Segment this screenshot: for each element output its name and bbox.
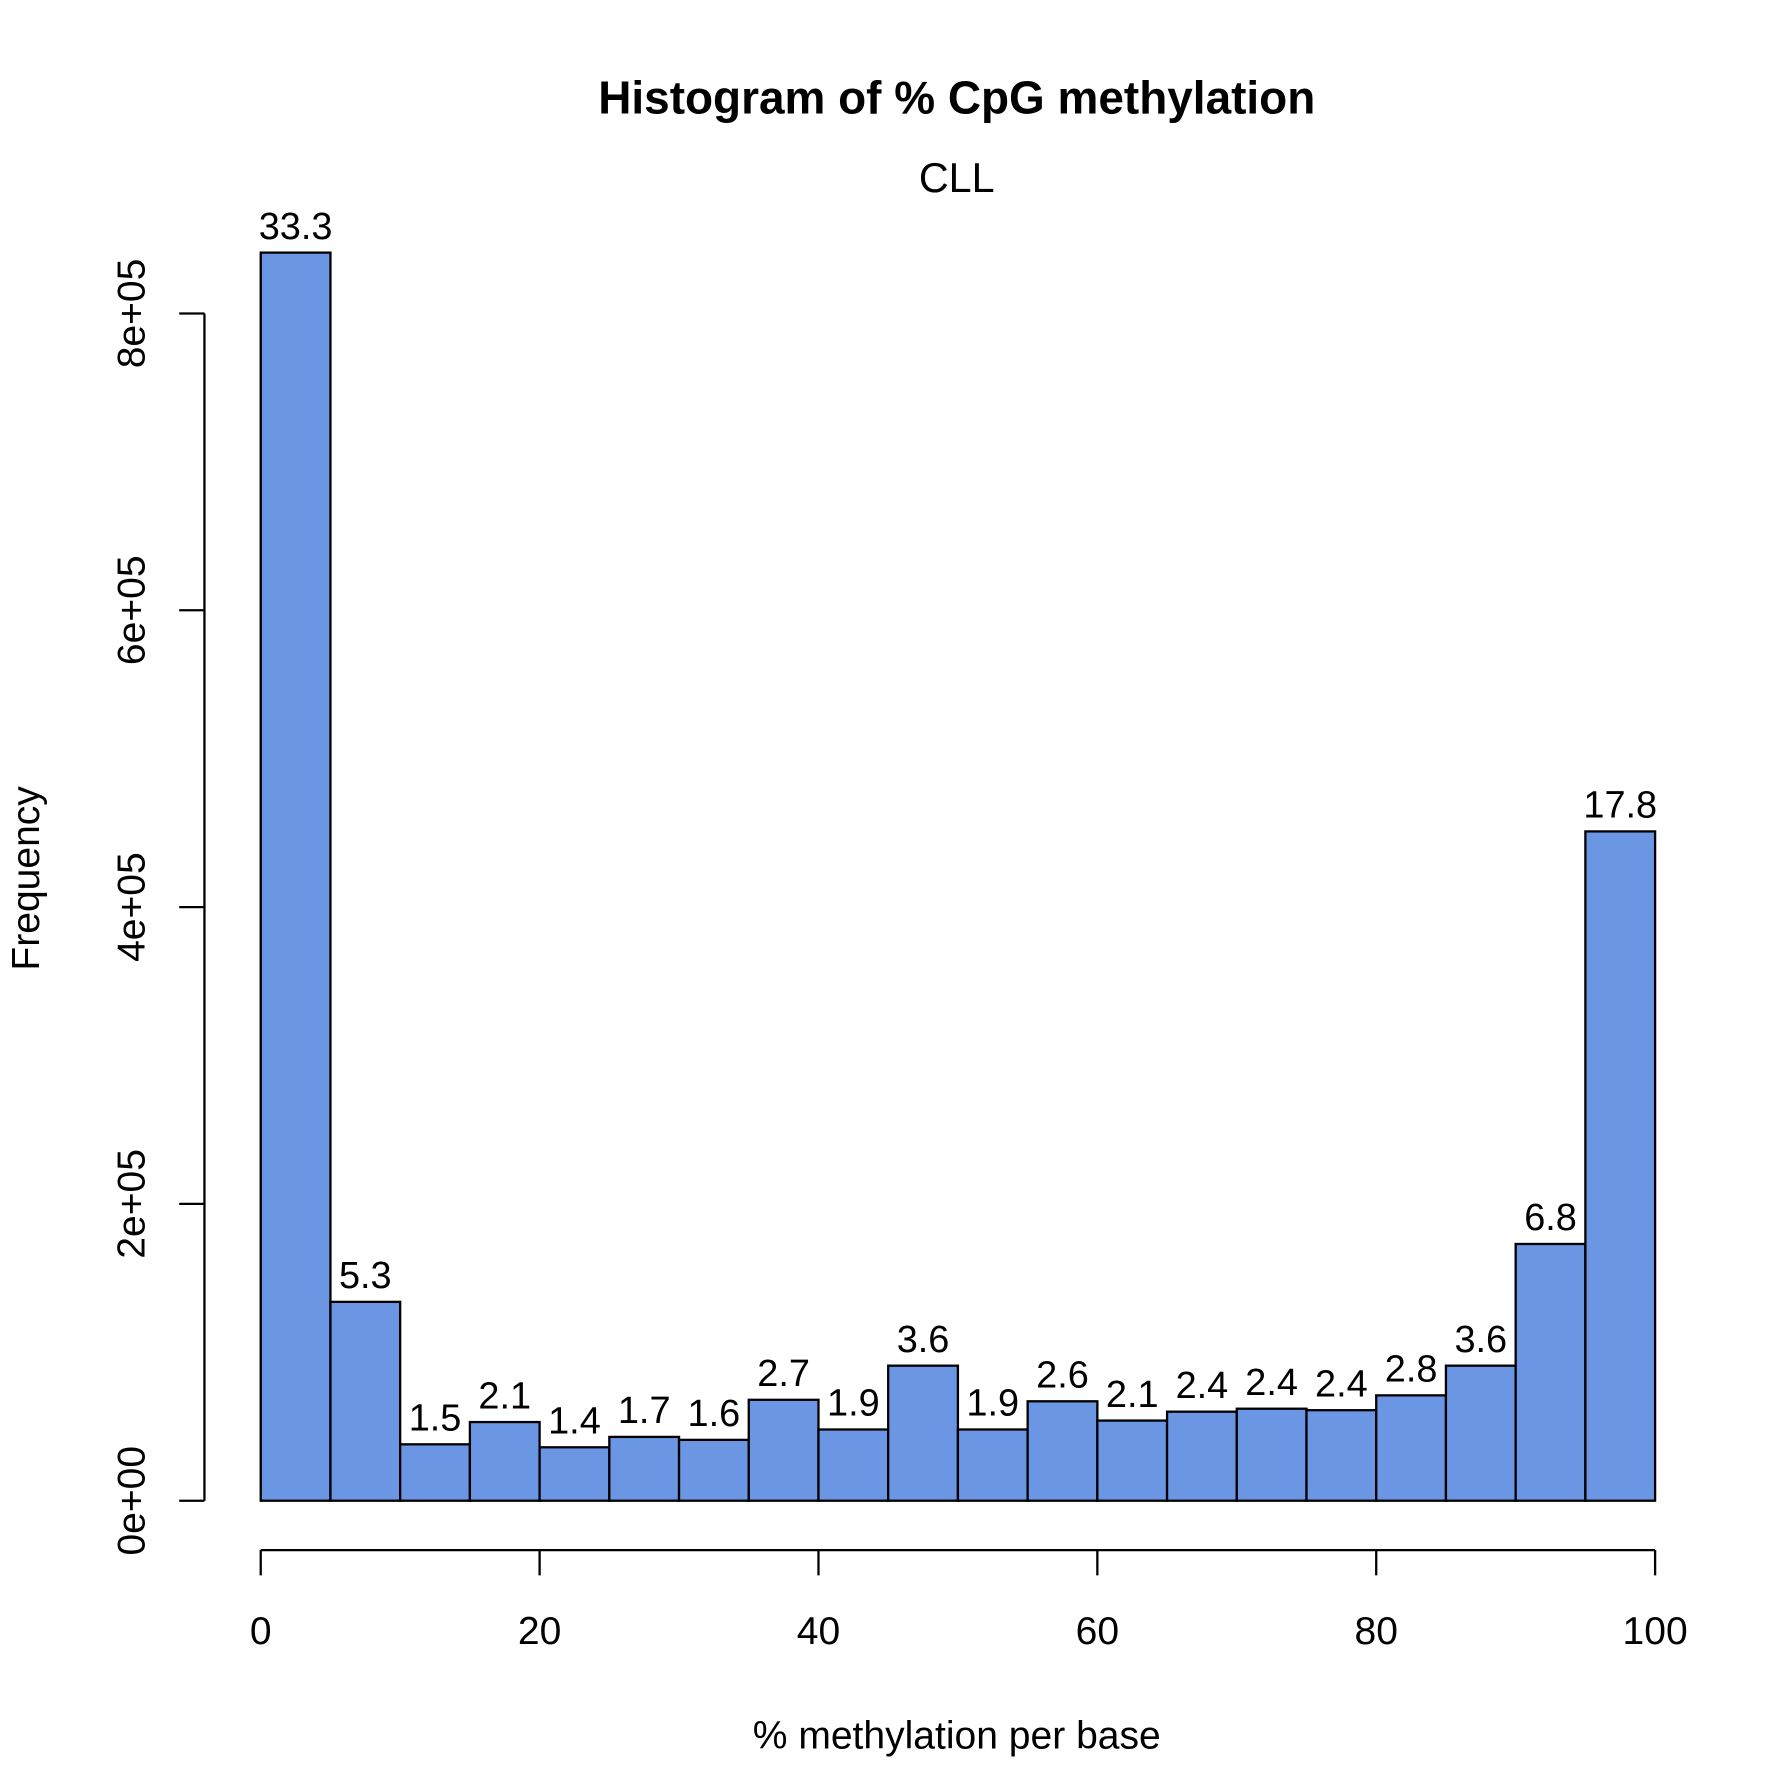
- histogram-bar: [1096, 1419, 1169, 1502]
- bar-label: 2.1: [1106, 1374, 1159, 1416]
- bar-label: 1.9: [827, 1383, 880, 1425]
- y-tick-label: 8e+05: [111, 259, 154, 369]
- y-tick-label: 6e+05: [111, 555, 154, 665]
- histogram-bar: [399, 1443, 472, 1502]
- x-tick-label: 100: [1623, 1610, 1688, 1653]
- histogram-bar: [677, 1438, 750, 1502]
- x-tick-label: 60: [1076, 1610, 1119, 1653]
- histogram-bar: [817, 1428, 890, 1502]
- bar-label: 17.8: [1583, 785, 1657, 827]
- y-tick-label: 4e+05: [111, 852, 154, 962]
- y-axis-label: Frequency: [5, 786, 48, 971]
- chart-subtitle: CLL: [919, 155, 995, 201]
- chart-title: Histogram of % CpG methylation: [598, 72, 1315, 124]
- histogram-bar: [1165, 1410, 1238, 1502]
- bar-label: 2.4: [1315, 1363, 1368, 1405]
- histogram-bar: [1514, 1242, 1587, 1502]
- x-tick-label: 80: [1355, 1610, 1398, 1653]
- histogram-bar: [329, 1300, 402, 1502]
- histogram-bar: [1026, 1400, 1099, 1502]
- histogram-bar: [259, 251, 332, 1502]
- histogram-bar: [538, 1446, 611, 1502]
- bar-label: 3.6: [1454, 1319, 1507, 1361]
- bar-label: 6.8: [1524, 1197, 1577, 1239]
- bar-label: 2.1: [478, 1375, 531, 1417]
- x-axis-label: % methylation per base: [753, 1715, 1161, 1758]
- y-axis: 0e+00 2e+05 4e+05 6e+05 8e+05: [111, 259, 206, 1556]
- histogram-bar: [468, 1420, 541, 1502]
- bar-label: 3.6: [897, 1319, 950, 1361]
- histogram-bar: [956, 1428, 1029, 1502]
- bar-label: 5.3: [339, 1255, 392, 1297]
- histogram-bar: [887, 1364, 960, 1502]
- bar-label: 1.7: [618, 1390, 671, 1432]
- y-tick-label: 2e+05: [111, 1149, 154, 1259]
- histogram-bar: [747, 1398, 820, 1502]
- bar-label: 2.8: [1385, 1349, 1438, 1391]
- bar-label: 33.3: [259, 206, 333, 248]
- bar-label: 1.6: [688, 1393, 741, 1435]
- bar-label: 1.4: [548, 1401, 601, 1443]
- bars-group: 33.3 5.3 1.5 2.1 1.4 1.7 1.6 2.7 1.9 3.6 1.9 2.6 2.1…: [259, 206, 1657, 1502]
- histogram-bar: [1444, 1364, 1517, 1502]
- bar-label: 1.9: [966, 1383, 1019, 1425]
- bar-label: 2.7: [757, 1353, 810, 1395]
- histogram-bar: [1375, 1394, 1448, 1502]
- histogram-bar: [608, 1435, 681, 1502]
- x-tick-label: 40: [797, 1610, 840, 1653]
- bar-label: 2.4: [1245, 1362, 1298, 1404]
- x-tick-label: 20: [518, 1610, 561, 1653]
- bar-label: 2.4: [1176, 1365, 1229, 1407]
- x-tick-label: 0: [250, 1610, 272, 1653]
- x-axis: 0 20 40 60 80 100: [250, 1548, 1688, 1653]
- bar-label: 1.5: [409, 1398, 462, 1440]
- bar-label: 2.6: [1036, 1355, 1089, 1397]
- histogram-bar: [1305, 1409, 1378, 1502]
- histogram-bar: [1235, 1407, 1308, 1502]
- y-tick-label: 0e+00: [111, 1446, 154, 1556]
- histogram-bar: [1584, 830, 1657, 1502]
